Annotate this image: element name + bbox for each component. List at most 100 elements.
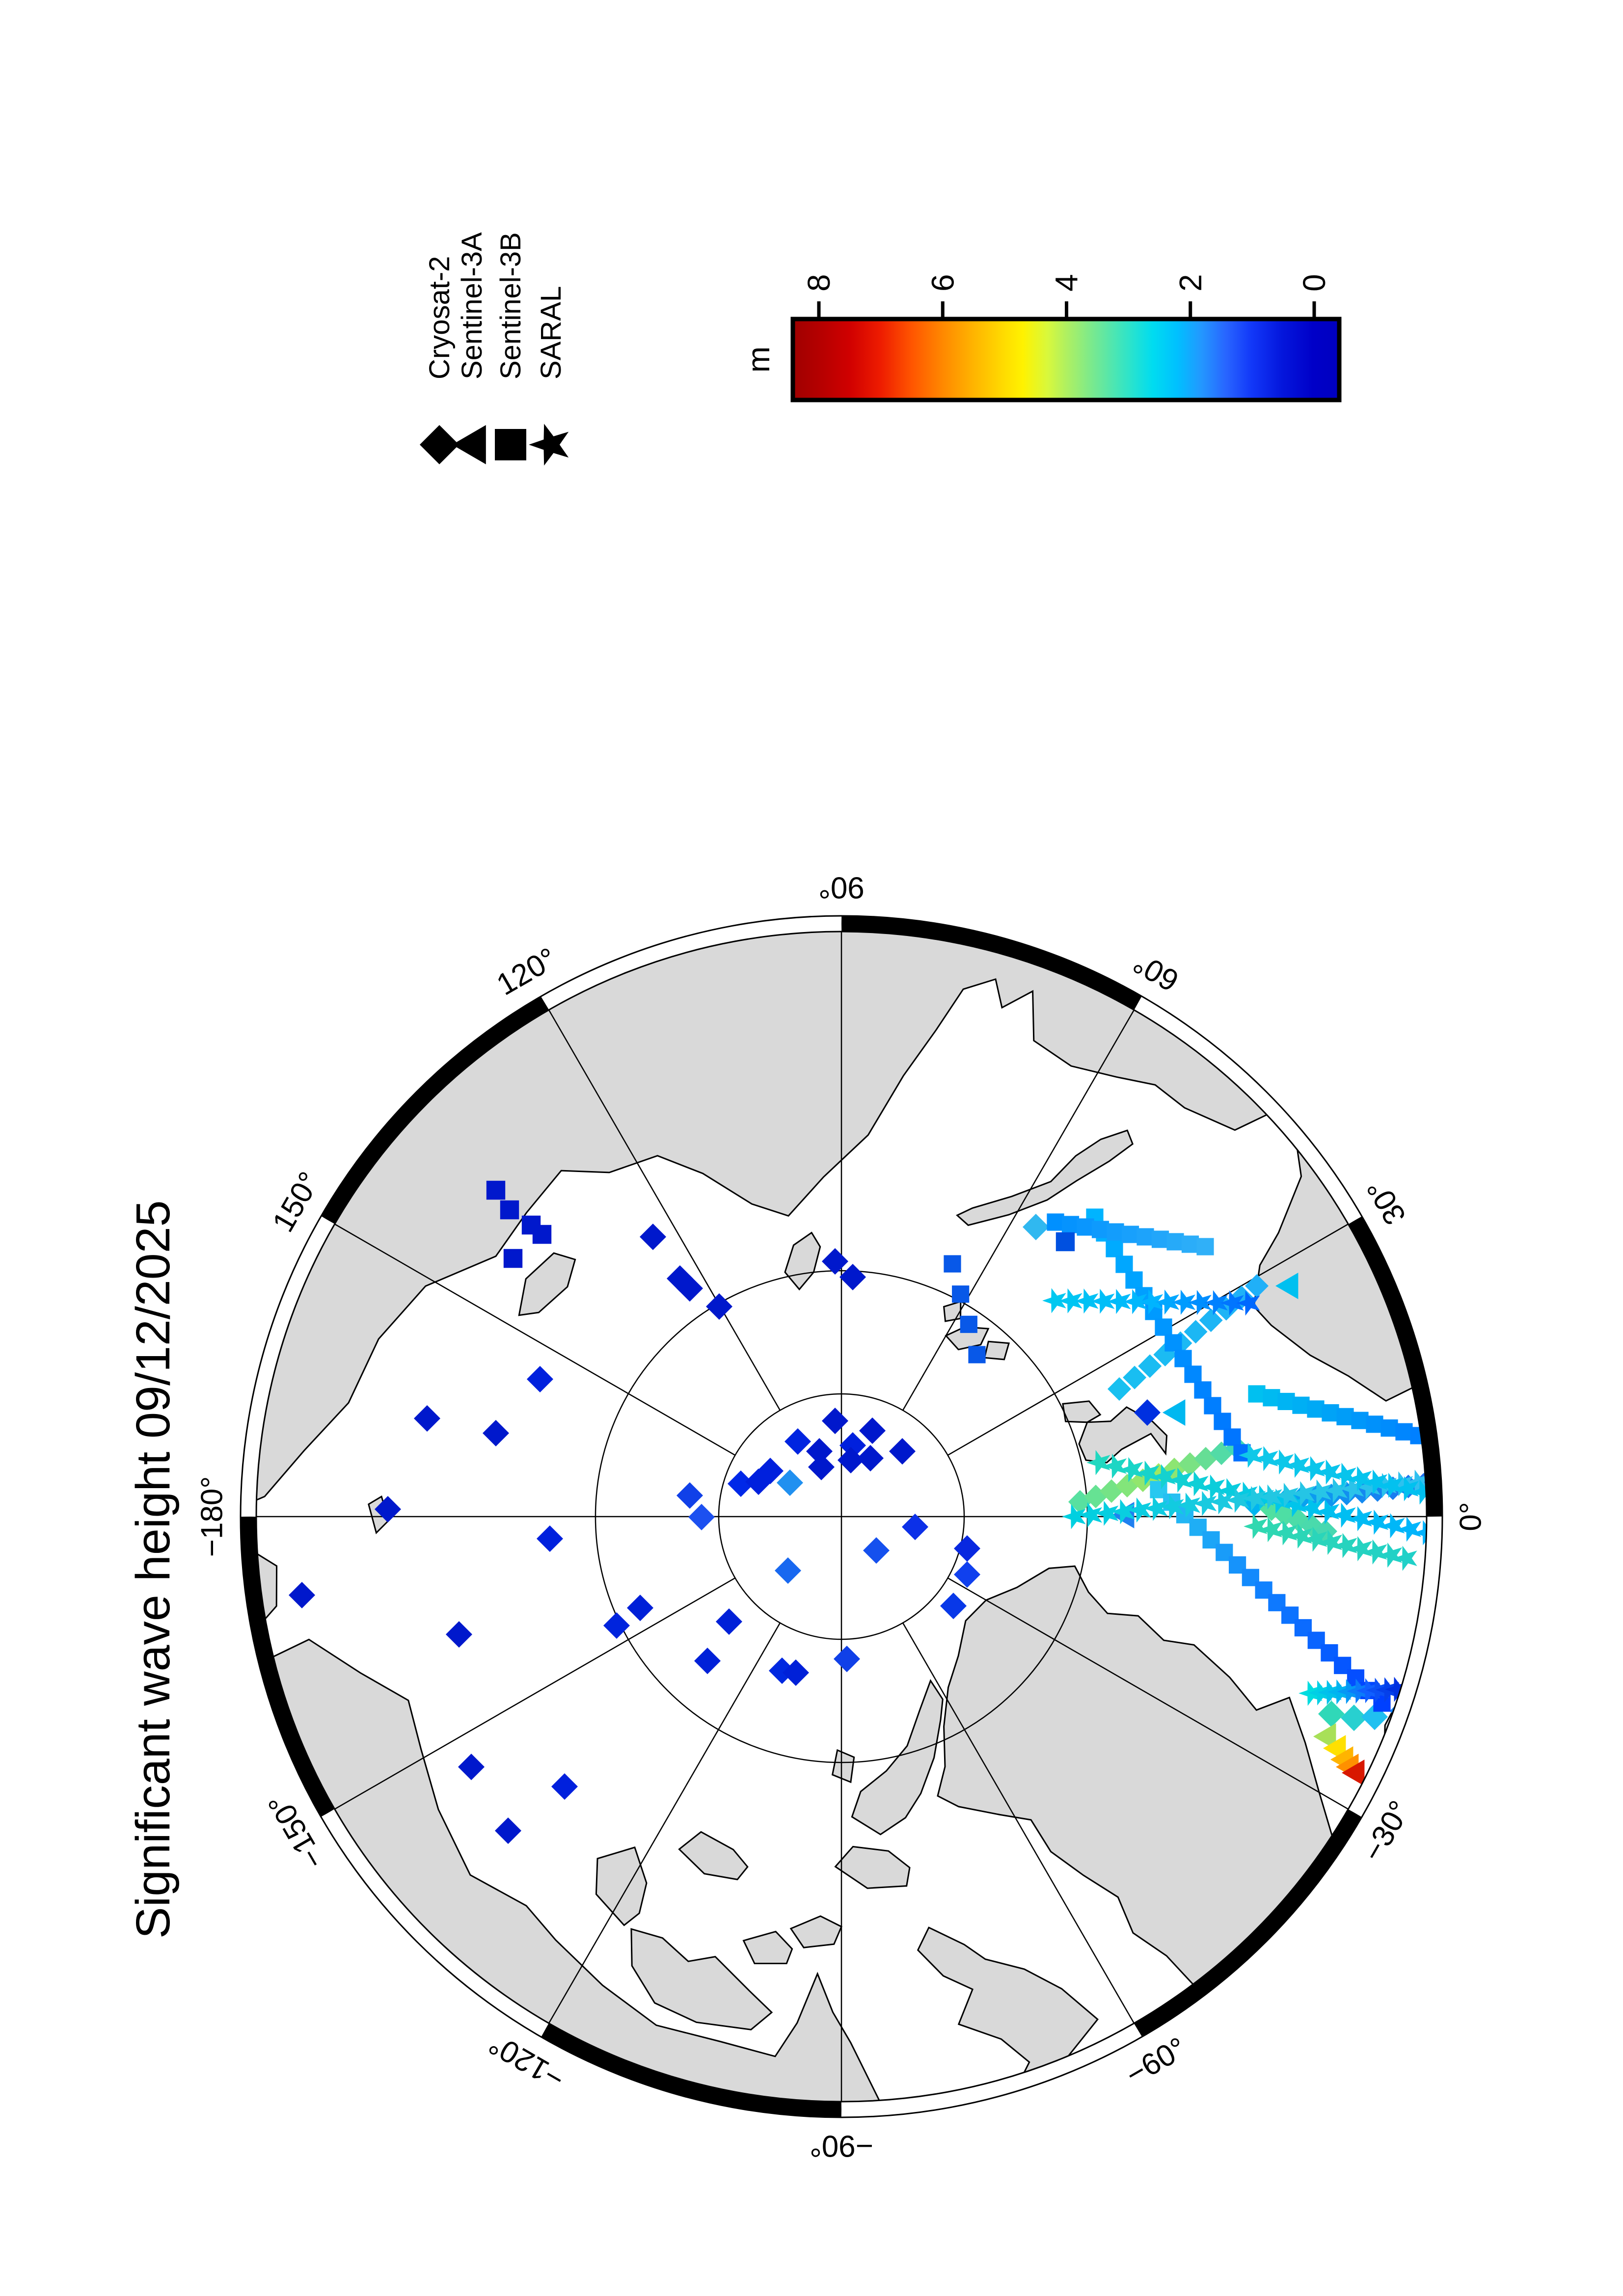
track-point-square — [968, 1346, 986, 1363]
data-point-diamond — [676, 1275, 703, 1302]
track-point-square — [1380, 1419, 1398, 1437]
data-point-diamond — [784, 1428, 811, 1455]
track-point-star — [1209, 1489, 1233, 1515]
track-point-square — [1347, 1669, 1365, 1687]
data-point-diamond — [1134, 1399, 1161, 1426]
plot-title: Significant wave height 09/12/2025 — [126, 1200, 180, 1939]
track-point-star — [1299, 1495, 1324, 1521]
track-point-star — [1123, 1289, 1147, 1314]
data-layer-sentinel-3a — [1111, 1273, 1365, 1786]
colorbar-tick-label: 8 — [801, 274, 837, 292]
data-point-diamond — [859, 1417, 886, 1444]
data-point-diamond — [889, 1438, 916, 1465]
track-point-diamond — [1108, 1377, 1131, 1401]
legend-label: SARAL — [535, 286, 567, 379]
data-point-diamond — [838, 1447, 864, 1473]
legend: Cryosat-2 Sentinel-3A Sentinel-3B SARAL — [420, 232, 569, 466]
data-point-diamond — [777, 1469, 803, 1496]
track-point-square — [1151, 1230, 1169, 1248]
data-point-triangle — [1275, 1273, 1298, 1299]
data-point-diamond — [527, 1366, 553, 1392]
track-point-square — [1263, 1389, 1280, 1407]
track-point-star — [1333, 1533, 1357, 1558]
track-point-square — [1255, 1581, 1272, 1599]
data-point-diamond — [808, 1454, 835, 1480]
data-point-diamond — [902, 1514, 928, 1540]
data-point-diamond — [537, 1525, 563, 1552]
data-point-diamond — [839, 1264, 866, 1290]
track-point-square — [1322, 1404, 1339, 1422]
track-point-square — [1091, 1221, 1109, 1238]
map-frame-ring — [240, 915, 1443, 2118]
longitude-label: −180° — [195, 1476, 229, 1557]
data-point-diamond — [483, 1420, 509, 1446]
track-point-square — [1268, 1594, 1286, 1611]
ring-segment-white — [541, 916, 842, 1010]
diamond-icon — [420, 425, 459, 464]
ring-inner-edge — [255, 931, 1428, 2103]
track-point-star — [1058, 1288, 1082, 1313]
track-point-square — [1155, 1318, 1172, 1336]
track-point-square — [1204, 1397, 1221, 1415]
meridian--30 — [947, 1577, 1349, 1810]
data-point-diamond — [822, 1408, 848, 1434]
track-point-square — [1125, 1271, 1143, 1289]
data-point-diamond — [728, 1470, 754, 1497]
track-point-star — [1315, 1499, 1340, 1524]
track-point-square — [1184, 1365, 1202, 1383]
track-point-square — [1107, 1223, 1124, 1241]
data-point-diamond — [954, 1535, 980, 1562]
data-point-triangle — [1163, 1399, 1186, 1426]
ring-segment-white — [841, 2023, 1142, 2117]
data-point-diamond — [745, 1468, 772, 1495]
track-point-star — [1285, 1452, 1310, 1478]
track-point-star — [1239, 1442, 1263, 1468]
data-point-diamond — [640, 1224, 666, 1250]
track-point-square — [1307, 1631, 1325, 1649]
meridian-120 — [548, 1010, 781, 1411]
legend-item-cryosat-2: Cryosat-2 — [420, 256, 459, 464]
track-point-square — [1164, 1334, 1182, 1352]
data-point-diamond — [1341, 1705, 1367, 1731]
data-point-diamond — [940, 1593, 967, 1619]
data-point-diamond — [688, 1504, 715, 1530]
legend-item-sentinel-3a: Sentinel-3A — [452, 232, 488, 464]
track-point-star — [1356, 1474, 1380, 1500]
data-point-diamond — [414, 1405, 440, 1432]
track-point-square — [1202, 1531, 1220, 1548]
track-point-star — [1410, 1479, 1427, 1505]
landmass — [851, 1679, 944, 1836]
landmass — [983, 1340, 1010, 1361]
track-point-square — [1307, 1400, 1325, 1418]
data-point-diamond — [716, 1608, 742, 1635]
track-point-star — [1185, 1471, 1209, 1496]
track-point-square — [1223, 1428, 1241, 1446]
track-point-star — [1258, 1484, 1282, 1510]
track-point-square — [1395, 1423, 1413, 1441]
track-point-star — [1301, 1456, 1325, 1481]
data-point-diamond — [706, 1293, 732, 1320]
triangle-icon — [452, 425, 486, 464]
track-point-star — [1379, 1472, 1404, 1498]
landmass — [956, 1129, 1134, 1226]
track-point-star — [1318, 1529, 1343, 1555]
data-point-diamond — [954, 1561, 980, 1588]
track-point-star — [1204, 1290, 1228, 1315]
track-point-star — [1188, 1290, 1212, 1315]
track-point-star — [1288, 1523, 1313, 1549]
landmass — [678, 1831, 749, 1881]
track-point-star — [1397, 1517, 1422, 1542]
track-point-star — [1139, 1289, 1163, 1315]
track-point-star — [1378, 1542, 1403, 1568]
track-point-star — [1201, 1474, 1225, 1500]
track-point-star — [1160, 1494, 1184, 1520]
data-point-square — [503, 1249, 523, 1268]
star-icon — [529, 424, 569, 466]
longitude-label: −90° — [810, 2129, 873, 2163]
track-point-star — [1078, 1502, 1103, 1528]
colorbar-tick-label: 2 — [1173, 274, 1208, 292]
track-point-star — [1168, 1468, 1192, 1493]
track-point-star — [1062, 1504, 1086, 1529]
track-point-square — [1106, 1240, 1123, 1257]
track-point-star — [1381, 1513, 1405, 1539]
